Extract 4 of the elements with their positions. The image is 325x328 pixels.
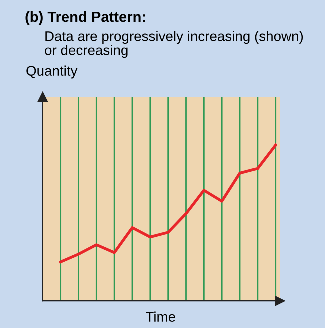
x-axis-title: Time xyxy=(146,312,176,322)
chart-subtitle: Data are progressively increasing (shown) or decreasing xyxy=(45,31,304,58)
chart-title: (b) Trend Pattern: xyxy=(26,11,146,26)
y-axis-title: Quantity xyxy=(26,66,78,79)
